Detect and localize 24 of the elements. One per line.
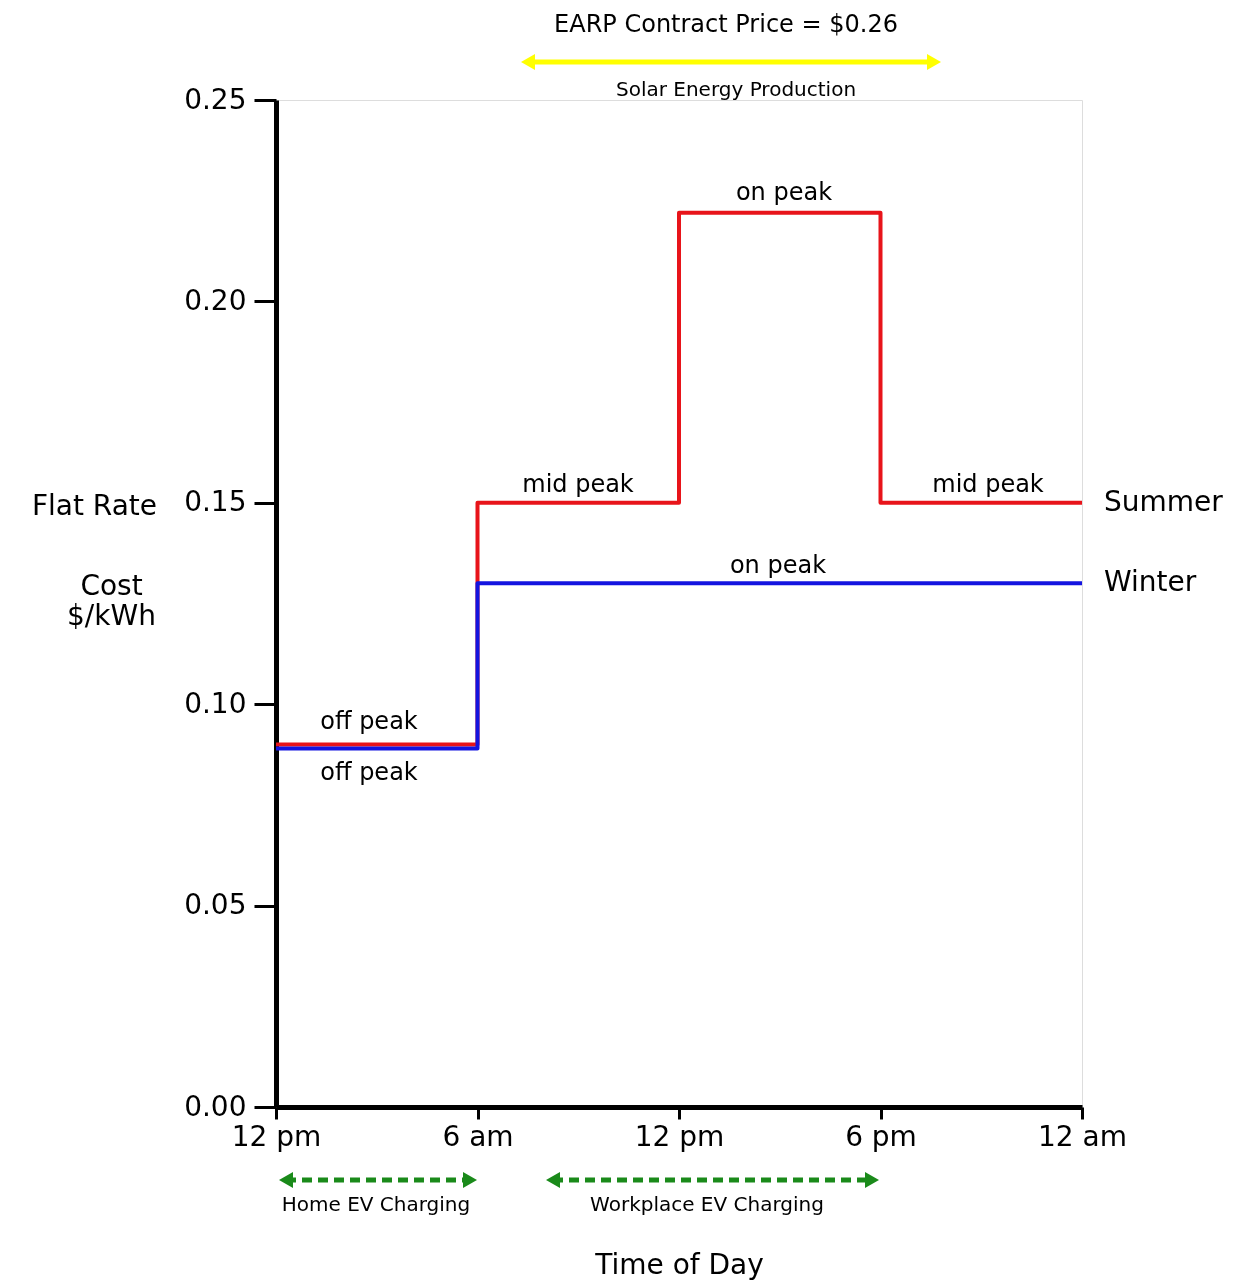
annotation: mid peak [522, 470, 634, 498]
x-tick-label: 6 pm [845, 1119, 917, 1153]
y-tick-label: 0.20 [184, 283, 247, 317]
x-tick-label: 12 pm [634, 1119, 725, 1153]
y-tick-label: 0.15 [184, 485, 247, 519]
annotation: on peak [729, 551, 827, 579]
text: Home EV Charging [281, 1192, 471, 1216]
y-tick-label: 0.05 [184, 888, 247, 922]
x-axis-title: Time of Day [594, 1247, 764, 1281]
annotation: off peak [320, 707, 418, 735]
annotation: Solar Energy Production [615, 77, 857, 101]
annotation: off peak [320, 758, 418, 786]
x-tick-label: 6 am [442, 1119, 514, 1153]
series-label: Summer [1104, 484, 1224, 518]
y-tick-label: 0.10 [184, 686, 247, 720]
chart-title: EARP Contract Price = $0.26 [554, 10, 898, 38]
text: Workplace EV Charging [590, 1192, 824, 1216]
annotation: on peak [735, 178, 833, 206]
annotation: mid peak [932, 470, 1044, 498]
y-axis-title: Cost $/kWh [67, 568, 156, 632]
text: Flat Rate [31, 489, 157, 522]
x-tick-label: 12 am [1038, 1119, 1127, 1153]
series-label: Winter [1104, 565, 1197, 599]
y-tick-label: 0.25 [184, 82, 247, 116]
